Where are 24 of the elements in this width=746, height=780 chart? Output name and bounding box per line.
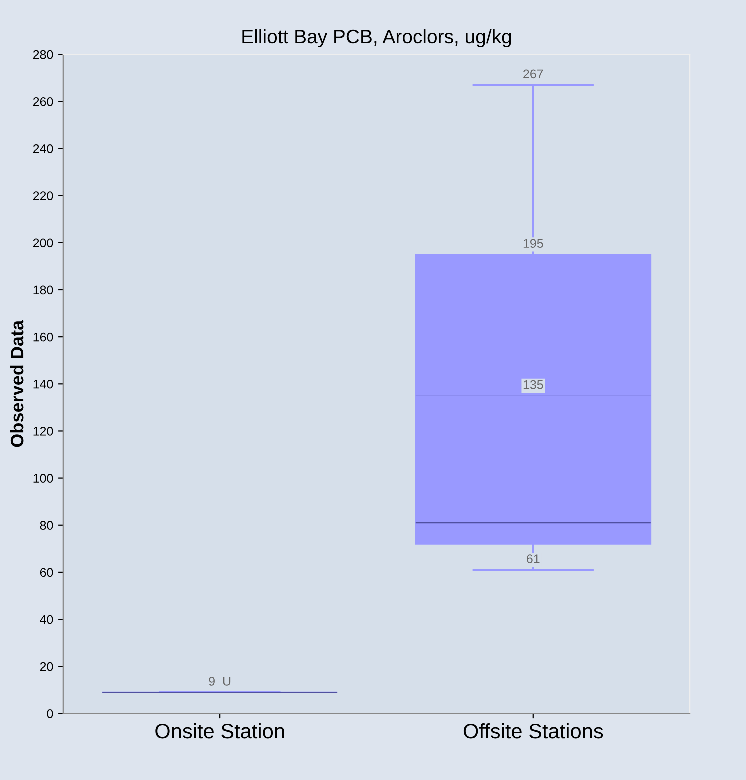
annotation: 61 — [527, 554, 540, 564]
y-tick-label: 260 — [33, 97, 54, 106]
y-tick-label: 240 — [33, 144, 54, 154]
annotation: 267 — [524, 70, 544, 79]
x-tick-label: Offsite Stations — [464, 723, 604, 739]
y-tick-label: 180 — [34, 286, 54, 295]
x-tick-label: Onsite Station — [156, 723, 284, 739]
y-tick-label: 20 — [40, 662, 54, 672]
y-tick-label: 80 — [40, 521, 54, 530]
y-tick-label: 160 — [34, 332, 54, 342]
y-tick-label: 40 — [40, 615, 54, 624]
y-tick-label: 200 — [33, 238, 54, 248]
y-tick-label: 100 — [34, 474, 54, 483]
y-tick-label: 220 — [33, 192, 54, 200]
y-tick-label: 140 — [34, 380, 54, 389]
annotation: 9 U — [209, 677, 231, 686]
chart-title: Elliott Bay PCB, Aroclors, ug/kg — [242, 29, 512, 48]
y-tick-label: 120 — [34, 427, 54, 436]
y-axis-title: Observed Data — [10, 320, 24, 448]
y-tick-label: 0 — [47, 710, 54, 718]
annotation: 195 — [524, 239, 544, 248]
annotation: 135 — [524, 380, 544, 390]
y-tick-label: 280 — [33, 50, 54, 60]
y-tick-label: 60 — [40, 568, 54, 578]
